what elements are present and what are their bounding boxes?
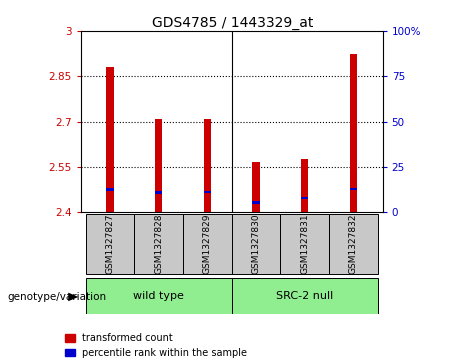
Bar <box>204 119 211 212</box>
Bar <box>155 119 162 212</box>
Bar <box>204 191 211 193</box>
Bar <box>134 214 183 274</box>
Bar <box>350 53 357 212</box>
Text: GDS4785 / 1443329_at: GDS4785 / 1443329_at <box>152 16 313 30</box>
Bar <box>329 214 378 274</box>
Legend: transformed count, percentile rank within the sample: transformed count, percentile rank withi… <box>65 333 247 358</box>
Text: GSM1327830: GSM1327830 <box>252 214 260 274</box>
Bar <box>252 201 260 204</box>
Text: GSM1327827: GSM1327827 <box>106 214 114 274</box>
Text: GSM1327832: GSM1327832 <box>349 214 358 274</box>
Text: GSM1327831: GSM1327831 <box>300 214 309 274</box>
Bar <box>280 214 329 274</box>
Bar <box>350 188 357 190</box>
Bar <box>106 188 113 191</box>
Bar <box>301 197 308 199</box>
Bar <box>252 163 260 212</box>
Text: GSM1327828: GSM1327828 <box>154 214 163 274</box>
Text: SRC-2 null: SRC-2 null <box>276 291 333 301</box>
Bar <box>183 214 232 274</box>
Bar <box>232 214 280 274</box>
Text: wild type: wild type <box>133 291 184 301</box>
Bar <box>86 214 134 274</box>
Bar <box>301 159 308 212</box>
Bar <box>232 278 378 314</box>
Bar <box>86 278 232 314</box>
Polygon shape <box>68 293 78 301</box>
Bar <box>106 67 113 212</box>
Text: genotype/variation: genotype/variation <box>7 292 106 302</box>
Text: GSM1327829: GSM1327829 <box>203 214 212 274</box>
Bar <box>155 192 162 194</box>
